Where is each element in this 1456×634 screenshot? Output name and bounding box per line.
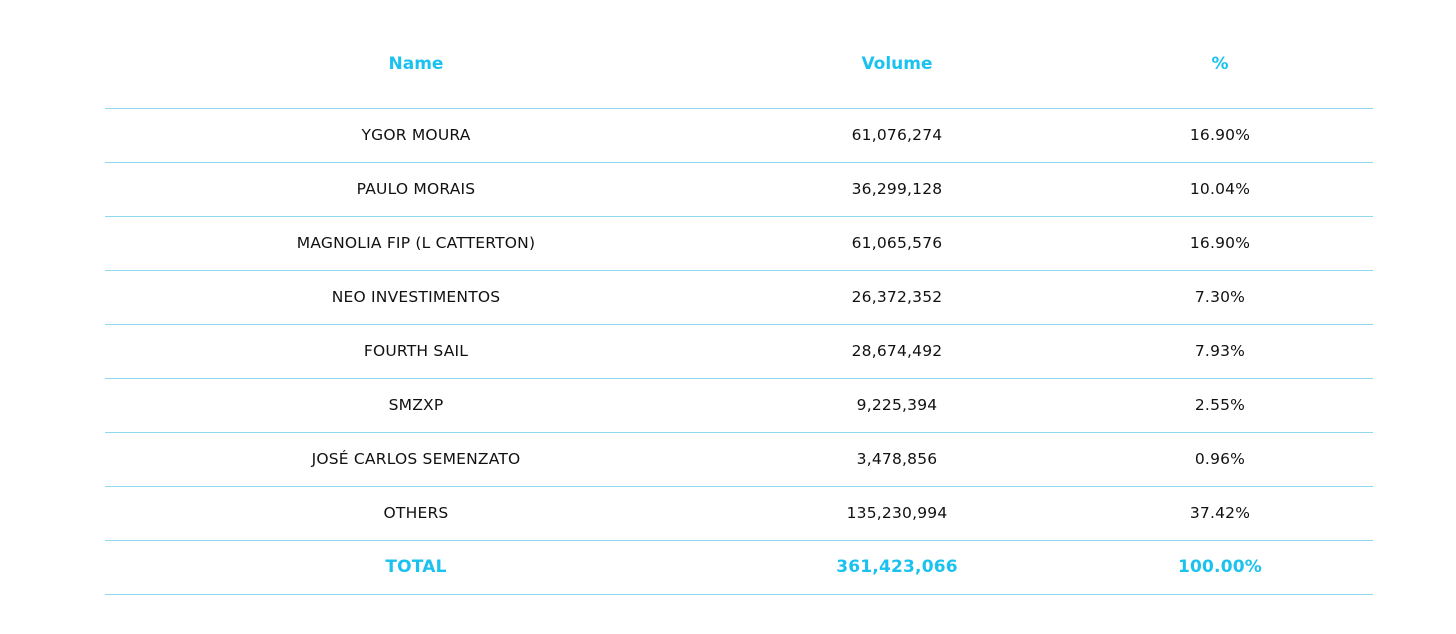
cell-volume: 36,299,128 [727, 162, 1067, 217]
column-header-percent: % [1067, 28, 1373, 109]
total-label: TOTAL [105, 540, 727, 595]
cell-percent: 37.42% [1067, 486, 1373, 541]
cell-volume: 61,076,274 [727, 108, 1067, 163]
table-row: NEO INVESTIMENTOS 26,372,352 7.30% [105, 270, 1373, 325]
cell-name: FOURTH SAIL [105, 324, 727, 379]
cell-percent: 10.04% [1067, 162, 1373, 217]
cell-name: PAULO MORAIS [105, 162, 727, 217]
table-row: OTHERS 135,230,994 37.42% [105, 486, 1373, 541]
table-row: YGOR MOURA 61,076,274 16.90% [105, 108, 1373, 163]
header-row: Name Volume % [105, 28, 1373, 109]
cell-percent: 7.93% [1067, 324, 1373, 379]
cell-percent: 0.96% [1067, 432, 1373, 487]
cell-name: YGOR MOURA [105, 108, 727, 163]
cell-percent: 16.90% [1067, 108, 1373, 163]
total-row: TOTAL 361,423,066 100.00% [105, 540, 1373, 595]
column-header-volume: Volume [727, 28, 1067, 109]
cell-name: MAGNOLIA FIP (L CATTERTON) [105, 216, 727, 271]
cell-volume: 3,478,856 [727, 432, 1067, 487]
table-row: JOSÉ CARLOS SEMENZATO 3,478,856 0.96% [105, 432, 1373, 487]
total-percent: 100.00% [1067, 540, 1373, 595]
cell-name: OTHERS [105, 486, 727, 541]
column-header-name: Name [105, 28, 727, 109]
table-row: MAGNOLIA FIP (L CATTERTON) 61,065,576 16… [105, 216, 1373, 271]
table-header: Name Volume % [105, 28, 1373, 109]
table-body: YGOR MOURA 61,076,274 16.90% PAULO MORAI… [105, 108, 1373, 595]
cell-name: JOSÉ CARLOS SEMENZATO [105, 432, 727, 487]
cell-percent: 2.55% [1067, 378, 1373, 433]
cell-volume: 9,225,394 [727, 378, 1067, 433]
cell-volume: 26,372,352 [727, 270, 1067, 325]
table-row: SMZXP 9,225,394 2.55% [105, 378, 1373, 433]
table-row: FOURTH SAIL 28,674,492 7.93% [105, 324, 1373, 379]
cell-name: SMZXP [105, 378, 727, 433]
cell-volume: 61,065,576 [727, 216, 1067, 271]
cell-volume: 135,230,994 [727, 486, 1067, 541]
cell-percent: 7.30% [1067, 270, 1373, 325]
cell-volume: 28,674,492 [727, 324, 1067, 379]
table-row: PAULO MORAIS 36,299,128 10.04% [105, 162, 1373, 217]
cell-percent: 16.90% [1067, 216, 1373, 271]
cell-name: NEO INVESTIMENTOS [105, 270, 727, 325]
shareholder-table: Name Volume % YGOR MOURA 61,076,274 16.9… [105, 28, 1373, 595]
total-volume: 361,423,066 [727, 540, 1067, 595]
shareholder-table-container: Name Volume % YGOR MOURA 61,076,274 16.9… [105, 28, 1373, 595]
